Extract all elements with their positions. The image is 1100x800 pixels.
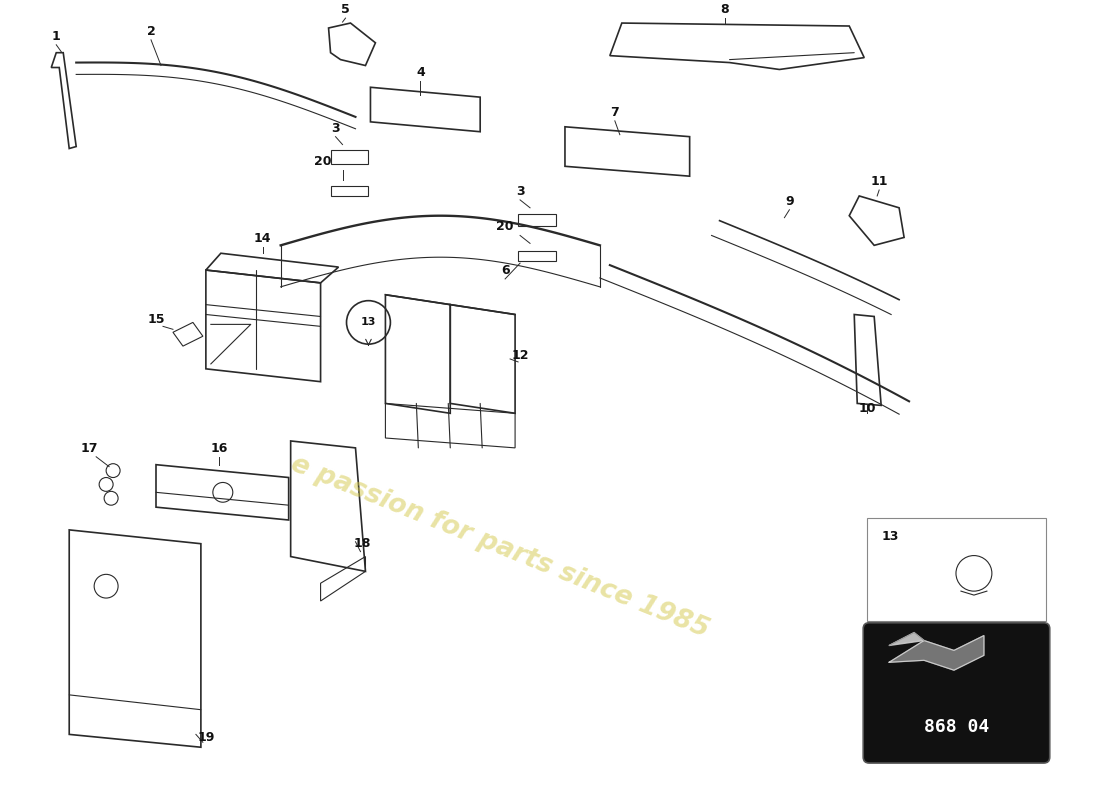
Text: 3: 3 (516, 185, 525, 198)
Bar (331, 186, 368, 196)
Text: 1: 1 (52, 30, 60, 43)
Text: 8: 8 (720, 3, 729, 16)
Text: 868 04: 868 04 (924, 718, 989, 737)
Text: 5: 5 (341, 3, 350, 16)
Text: 13: 13 (361, 318, 376, 327)
Text: e passion for parts since 1985: e passion for parts since 1985 (287, 450, 713, 642)
Text: 2: 2 (146, 25, 155, 38)
Bar (518, 214, 556, 226)
Text: 19: 19 (197, 731, 215, 744)
Text: 9: 9 (785, 195, 794, 208)
FancyBboxPatch shape (864, 622, 1049, 763)
Text: 13: 13 (881, 530, 899, 543)
Text: 20: 20 (496, 221, 514, 234)
Text: 11: 11 (870, 175, 888, 188)
Polygon shape (889, 635, 983, 670)
Text: 6: 6 (500, 264, 509, 277)
Text: 7: 7 (610, 106, 619, 119)
Text: 18: 18 (354, 537, 371, 550)
Text: 10: 10 (858, 402, 876, 415)
Text: 15: 15 (147, 314, 165, 326)
Bar (518, 251, 556, 261)
Bar (331, 150, 368, 164)
Text: 12: 12 (512, 349, 529, 362)
Polygon shape (889, 633, 924, 646)
Text: 20: 20 (314, 155, 331, 168)
Text: 3: 3 (331, 122, 340, 134)
Text: 4: 4 (416, 66, 425, 79)
Text: 16: 16 (210, 442, 228, 454)
Text: 17: 17 (80, 442, 98, 454)
Text: 14: 14 (254, 232, 272, 246)
